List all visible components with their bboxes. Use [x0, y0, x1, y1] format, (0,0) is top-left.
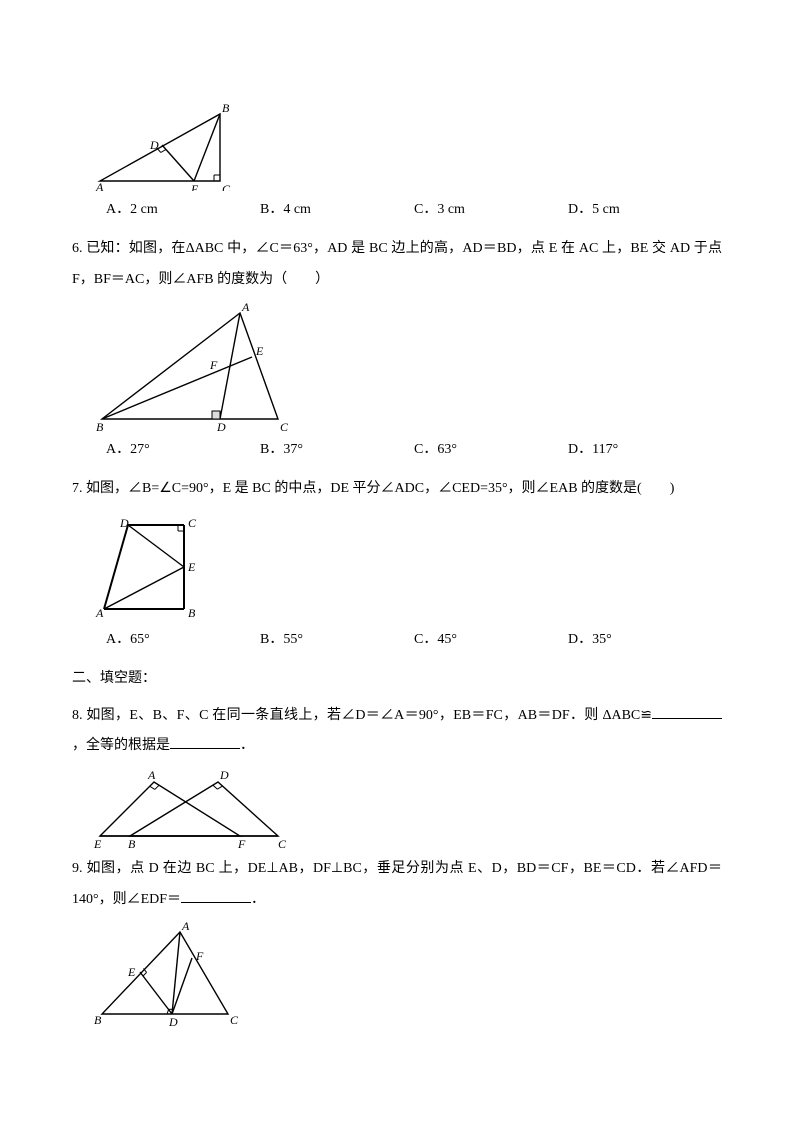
- q8-period: ．: [240, 738, 254, 753]
- svg-text:E: E: [187, 560, 196, 574]
- svg-text:B: B: [188, 606, 196, 620]
- q6-text: 6. 已知：如图，在ΔABC 中，∠C＝63°，AD 是 BC 边上的高，AD＝…: [72, 234, 722, 296]
- svg-text:A: A: [181, 922, 190, 933]
- svg-text:B: B: [96, 420, 104, 431]
- q8-blank2: [170, 735, 240, 749]
- q5-option-d: D．5 cm: [568, 195, 722, 226]
- svg-text:E: E: [93, 837, 102, 848]
- q9-blank1: [181, 889, 251, 903]
- q6-option-c: C．63°: [414, 435, 568, 466]
- svg-text:D: D: [168, 1015, 178, 1027]
- svg-text:A: A: [147, 768, 156, 782]
- svg-text:E: E: [255, 344, 264, 358]
- svg-text:A: A: [241, 301, 250, 314]
- svg-text:A: A: [95, 180, 104, 191]
- svg-text:E: E: [127, 965, 136, 979]
- q7-option-b: B．55°: [260, 625, 414, 656]
- q7-text: 7. 如图，∠B=∠C=90°，E 是 BC 的中点，DE 平分∠ADC，∠CE…: [72, 474, 722, 505]
- svg-text:D: D: [119, 516, 129, 530]
- q9-figure: A B C D E F: [92, 922, 722, 1027]
- q7-option-c: C．45°: [414, 625, 568, 656]
- svg-text:F: F: [209, 358, 218, 372]
- q8-blank1: [652, 705, 722, 719]
- section2-header: 二、填空题：: [72, 664, 722, 695]
- svg-text:C: C: [230, 1013, 239, 1027]
- q8-text: 8. 如图，E、B、F、C 在同一条直线上，若∠D＝∠A＝90°，EB＝FC，A…: [72, 701, 722, 763]
- svg-text:D: D: [219, 768, 229, 782]
- q9-period: ．: [251, 892, 265, 907]
- svg-text:D: D: [149, 138, 159, 152]
- svg-text:B: B: [128, 837, 136, 848]
- svg-text:C: C: [280, 420, 289, 431]
- q6-body: 已知：如图，在ΔABC 中，∠C＝63°，AD 是 BC 边上的高，AD＝BD，…: [72, 241, 722, 287]
- q8-number: 8.: [72, 708, 83, 723]
- q6-option-a: A．27°: [106, 435, 260, 466]
- q7-figure: A B C D E: [92, 511, 722, 621]
- svg-text:B: B: [94, 1013, 102, 1027]
- q7-option-d: D．35°: [568, 625, 722, 656]
- q9-number: 9.: [72, 861, 83, 876]
- q6-option-b: B．37°: [260, 435, 414, 466]
- q7-number: 7.: [72, 481, 83, 496]
- q6-option-d: D．117°: [568, 435, 722, 466]
- q5-figure: A E C B D: [92, 96, 722, 191]
- svg-text:F: F: [195, 949, 204, 963]
- svg-text:B: B: [222, 101, 230, 115]
- q5-option-a: A．2 cm: [106, 195, 260, 226]
- svg-text:F: F: [237, 837, 246, 848]
- svg-text:E: E: [190, 182, 199, 191]
- q7-option-a: A．65°: [106, 625, 260, 656]
- svg-text:C: C: [222, 182, 231, 191]
- q7-options: A．65° B．55° C．45° D．35°: [72, 625, 722, 656]
- svg-text:C: C: [278, 837, 287, 848]
- q9-text: 9. 如图，点 D 在边 BC 上，DE⊥AB，DF⊥BC，垂足分别为点 E、D…: [72, 854, 722, 916]
- q5-option-c: C．3 cm: [414, 195, 568, 226]
- q8-figure: E B F C A D: [92, 768, 722, 848]
- q6-number: 6.: [72, 241, 83, 256]
- q5-option-b: B．4 cm: [260, 195, 414, 226]
- svg-text:A: A: [95, 606, 104, 620]
- q8-body1: 如图，E、B、F、C 在同一条直线上，若∠D＝∠A＝90°，EB＝FC，AB＝D…: [86, 708, 652, 723]
- q6-options: A．27° B．37° C．63° D．117°: [72, 435, 722, 466]
- svg-text:C: C: [188, 516, 197, 530]
- svg-text:D: D: [216, 420, 226, 431]
- q6-figure: A B C D F E: [92, 301, 722, 431]
- q9-body1: 如图，点 D 在边 BC 上，DE⊥AB，DF⊥BC，垂足分别为点 E、D，BD…: [72, 861, 722, 907]
- q5-options: A．2 cm B．4 cm C．3 cm D．5 cm: [72, 195, 722, 226]
- q7-body: 如图，∠B=∠C=90°，E 是 BC 的中点，DE 平分∠ADC，∠CED=3…: [86, 481, 674, 496]
- q8-body2: ，全等的根据是: [72, 738, 170, 753]
